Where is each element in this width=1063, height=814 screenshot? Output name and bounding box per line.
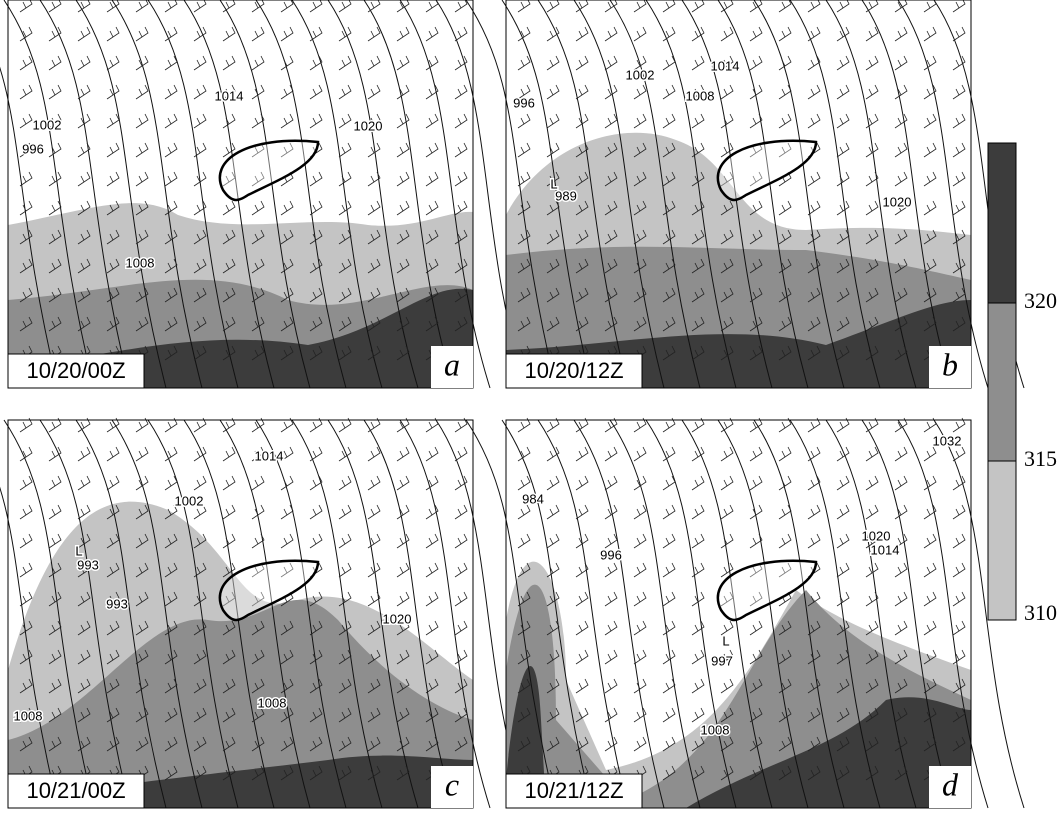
isobar-label: 984 (522, 491, 544, 506)
isobar-label: 1020 (862, 528, 891, 543)
isobar-label: 1020 (383, 611, 412, 626)
panel-letter: d (942, 766, 959, 802)
isobar-label: 1002 (175, 493, 204, 508)
isobar-label: 993 (106, 596, 128, 611)
colorbar-tick-label: 310 (1024, 600, 1057, 625)
isobar-label: 1002 (626, 67, 655, 82)
isobar-label: 1014 (871, 542, 900, 557)
colorbar-tick-label: 315 (1024, 446, 1057, 471)
isobar-label: 1008 (258, 695, 287, 710)
colorbar-segment (988, 303, 1016, 461)
isobar-label: 1014 (215, 88, 244, 103)
isobar-label: L (75, 543, 82, 558)
isobar-label: 1002 (33, 117, 62, 132)
isobar-label: 1014 (255, 448, 284, 463)
colorbar-segment (988, 461, 1016, 620)
figure: 1014 1002 1020 996 1008 10/20/00Z a 1002 1014 100… (0, 0, 1063, 809)
isobar-label: 1014 (711, 58, 740, 73)
colorbar-segment (988, 143, 1016, 303)
isobar-label: 996 (513, 95, 535, 110)
isobar-label: 1020 (354, 118, 383, 133)
isobar-label: 1008 (686, 88, 715, 103)
isobar-label: 989 (555, 188, 577, 203)
isobar-label: L (722, 633, 729, 648)
isobar-label: 1008 (701, 722, 730, 737)
map-panel: 10141002L99399310201008100810/21/00Zc (0, 418, 526, 808)
panel-letter: b (942, 346, 958, 382)
isobar-label: 993 (77, 557, 99, 572)
isobar-label: 1032 (933, 433, 962, 448)
panel-time: 10/21/12Z (524, 778, 623, 803)
panel-letter: a (444, 346, 460, 382)
panel-letter: c (445, 766, 459, 802)
map-panel: 1032 984 10141020 996 L 997 1008 10/21/12Z d (466, 418, 1024, 808)
panel-time: 10/21/00Z (26, 778, 125, 803)
isobar-label: 996 (22, 141, 44, 156)
isobar-label: 997 (711, 653, 733, 668)
isobar-label: 1008 (126, 255, 155, 270)
map-panel: 1014 1002 1020 996 1008 10/20/00Z a (0, 0, 526, 388)
panel-time: 10/20/00Z (26, 358, 125, 383)
isobar-label: 1008 (14, 708, 43, 723)
panel-time: 10/20/12Z (524, 358, 623, 383)
map-panel: 100210141008996L989102010/20/12Zb (466, 0, 1024, 388)
isobar-label: 996 (600, 547, 622, 562)
colorbar-tick-label: 320 (1024, 288, 1057, 313)
isobar-label: 1020 (883, 194, 912, 209)
